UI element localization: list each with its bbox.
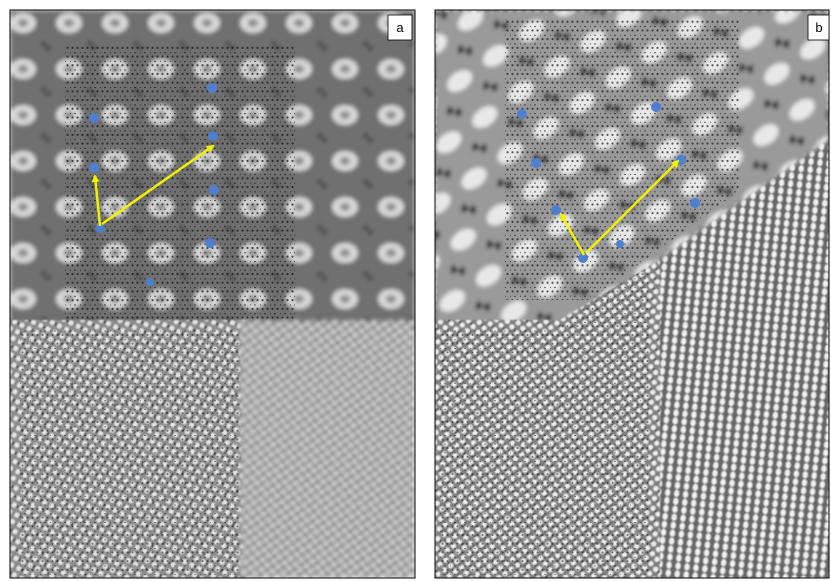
- panel-label: b: [815, 20, 822, 35]
- page: a b (() => { const data = JSON.parse(doc…: [0, 0, 831, 581]
- panel-a-image: [10, 10, 415, 578]
- panel-b-image: [435, 10, 829, 578]
- panel-label: a: [396, 20, 404, 35]
- figure: a b: [0, 0, 831, 581]
